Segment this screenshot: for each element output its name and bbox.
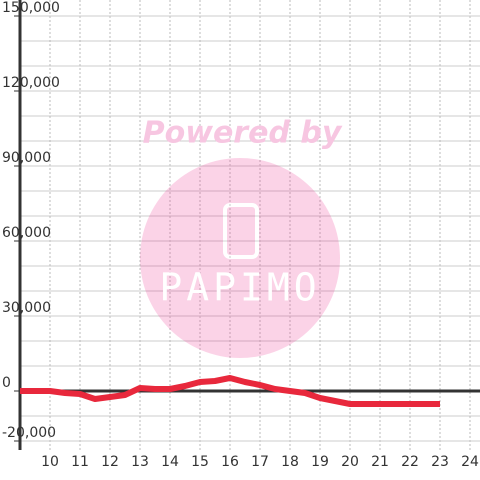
x-tick-label: 20 <box>341 454 359 470</box>
x-tick-label: 15 <box>191 454 209 470</box>
watermark-icon <box>223 203 259 259</box>
x-tick-label: 17 <box>251 454 269 470</box>
y-tick-label: 150,000 <box>2 0 60 16</box>
x-tick-label: 23 <box>431 454 449 470</box>
x-tick-label: 14 <box>161 454 179 470</box>
x-tick-label: 18 <box>281 454 299 470</box>
y-tick-label: 90,000 <box>2 150 51 166</box>
x-tick-label: 21 <box>371 454 389 470</box>
y-tick-label: 120,000 <box>2 75 60 91</box>
x-tick-label: 13 <box>131 454 149 470</box>
x-tick-label: 11 <box>71 454 89 470</box>
watermark <box>140 158 340 358</box>
watermark-logo: PAPIMO <box>159 266 320 310</box>
y-tick-label: 60,000 <box>2 225 51 241</box>
y-tick-label: 30,000 <box>2 300 51 316</box>
watermark-circle <box>140 158 340 358</box>
x-tick-label: 16 <box>221 454 239 470</box>
y-tick-label: -20,000 <box>2 425 56 441</box>
data-line <box>20 375 440 407</box>
x-tick-label: 19 <box>311 454 329 470</box>
watermark-text: Powered by <box>143 116 343 151</box>
x-tick-label: 22 <box>401 454 419 470</box>
x-tick-label: 24 <box>461 454 479 470</box>
x-tick-label: 12 <box>101 454 119 470</box>
y-tick-label: 0 <box>2 375 11 391</box>
x-tick-label: 10 <box>41 454 59 470</box>
